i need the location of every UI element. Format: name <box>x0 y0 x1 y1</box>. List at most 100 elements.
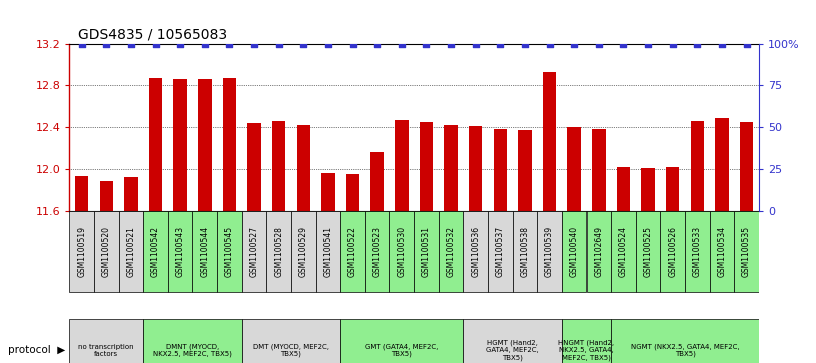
Bar <box>118 211 144 292</box>
Text: GSM1100541: GSM1100541 <box>323 226 332 277</box>
Text: GDS4835 / 10565083: GDS4835 / 10565083 <box>78 28 227 42</box>
Text: GSM1100545: GSM1100545 <box>225 226 234 277</box>
Text: protocol  ▶: protocol ▶ <box>8 345 65 355</box>
Text: GSM1100522: GSM1100522 <box>348 226 357 277</box>
Point <box>592 41 605 46</box>
Bar <box>247 123 261 211</box>
Bar <box>75 176 88 211</box>
Text: GSM1100543: GSM1100543 <box>175 226 184 277</box>
Text: GSM1100528: GSM1100528 <box>274 226 283 277</box>
Bar <box>198 79 211 211</box>
Bar <box>174 79 187 211</box>
Bar <box>690 121 704 211</box>
Bar <box>419 122 433 211</box>
Text: GSM1102649: GSM1102649 <box>594 226 603 277</box>
Bar <box>322 173 335 211</box>
Bar <box>592 129 605 211</box>
Bar <box>149 78 162 211</box>
Bar <box>715 118 729 211</box>
Bar <box>370 152 384 211</box>
Bar <box>296 125 310 211</box>
Point <box>617 41 630 46</box>
Bar <box>414 211 439 292</box>
Bar <box>223 78 236 211</box>
Point <box>100 41 113 46</box>
Bar <box>660 211 685 292</box>
Text: GSM1100530: GSM1100530 <box>397 226 406 277</box>
Text: GSM1100538: GSM1100538 <box>521 226 530 277</box>
Bar <box>144 319 242 363</box>
Bar <box>217 211 242 292</box>
Text: GSM1100525: GSM1100525 <box>644 226 653 277</box>
Text: GSM1100533: GSM1100533 <box>693 226 702 277</box>
Text: no transcription
factors: no transcription factors <box>78 344 134 357</box>
Bar <box>537 211 562 292</box>
Bar <box>518 130 532 211</box>
Point <box>124 41 137 46</box>
Text: GSM1100519: GSM1100519 <box>78 226 86 277</box>
Bar <box>562 211 587 292</box>
Text: DMT (MYOCD, MEF2C,
TBX5): DMT (MYOCD, MEF2C, TBX5) <box>253 343 329 357</box>
Bar <box>567 127 581 211</box>
Point <box>346 41 359 46</box>
Bar <box>543 72 557 211</box>
Bar <box>272 121 286 211</box>
Bar <box>444 125 458 211</box>
Bar <box>340 319 463 363</box>
Point <box>322 41 335 46</box>
Bar <box>611 211 636 292</box>
Point <box>273 41 286 46</box>
Text: GSM1100535: GSM1100535 <box>742 226 751 277</box>
Bar <box>617 167 630 211</box>
Text: GSM1100537: GSM1100537 <box>496 226 505 277</box>
Bar <box>463 319 562 363</box>
Bar <box>242 319 340 363</box>
Bar <box>469 126 482 211</box>
Bar <box>512 211 537 292</box>
Bar <box>168 211 193 292</box>
Bar <box>100 181 113 211</box>
Text: GSM1100536: GSM1100536 <box>471 226 480 277</box>
Bar <box>69 211 94 292</box>
Bar <box>193 211 217 292</box>
Point <box>198 41 211 46</box>
Text: HNGMT (Hand2,
NKX2.5, GATA4,
MEF2C, TBX5): HNGMT (Hand2, NKX2.5, GATA4, MEF2C, TBX5… <box>558 340 614 361</box>
Bar <box>587 211 611 292</box>
Point <box>247 41 260 46</box>
Point <box>691 41 704 46</box>
Text: GSM1100523: GSM1100523 <box>373 226 382 277</box>
Bar <box>346 174 359 211</box>
Bar <box>740 122 753 211</box>
Point <box>174 41 187 46</box>
Text: GSM1100540: GSM1100540 <box>570 226 579 277</box>
Bar <box>734 211 759 292</box>
Bar <box>124 177 138 211</box>
Bar <box>488 211 512 292</box>
Point <box>370 41 384 46</box>
Text: GSM1100526: GSM1100526 <box>668 226 677 277</box>
Text: GSM1100542: GSM1100542 <box>151 226 160 277</box>
Bar <box>291 211 316 292</box>
Bar <box>389 211 414 292</box>
Bar <box>340 211 365 292</box>
Text: GSM1100524: GSM1100524 <box>619 226 628 277</box>
Bar <box>494 129 507 211</box>
Bar <box>463 211 488 292</box>
Bar <box>641 168 654 211</box>
Point <box>716 41 729 46</box>
Point <box>445 41 458 46</box>
Point <box>420 41 433 46</box>
Bar <box>316 211 340 292</box>
Text: GSM1100521: GSM1100521 <box>126 226 135 277</box>
Bar <box>636 211 660 292</box>
Point <box>75 41 88 46</box>
Bar <box>94 211 118 292</box>
Bar <box>666 167 680 211</box>
Bar <box>439 211 463 292</box>
Bar <box>710 211 734 292</box>
Point <box>568 41 581 46</box>
Point <box>469 41 482 46</box>
Bar <box>266 211 291 292</box>
Bar <box>395 120 409 211</box>
Text: GSM1100527: GSM1100527 <box>250 226 259 277</box>
